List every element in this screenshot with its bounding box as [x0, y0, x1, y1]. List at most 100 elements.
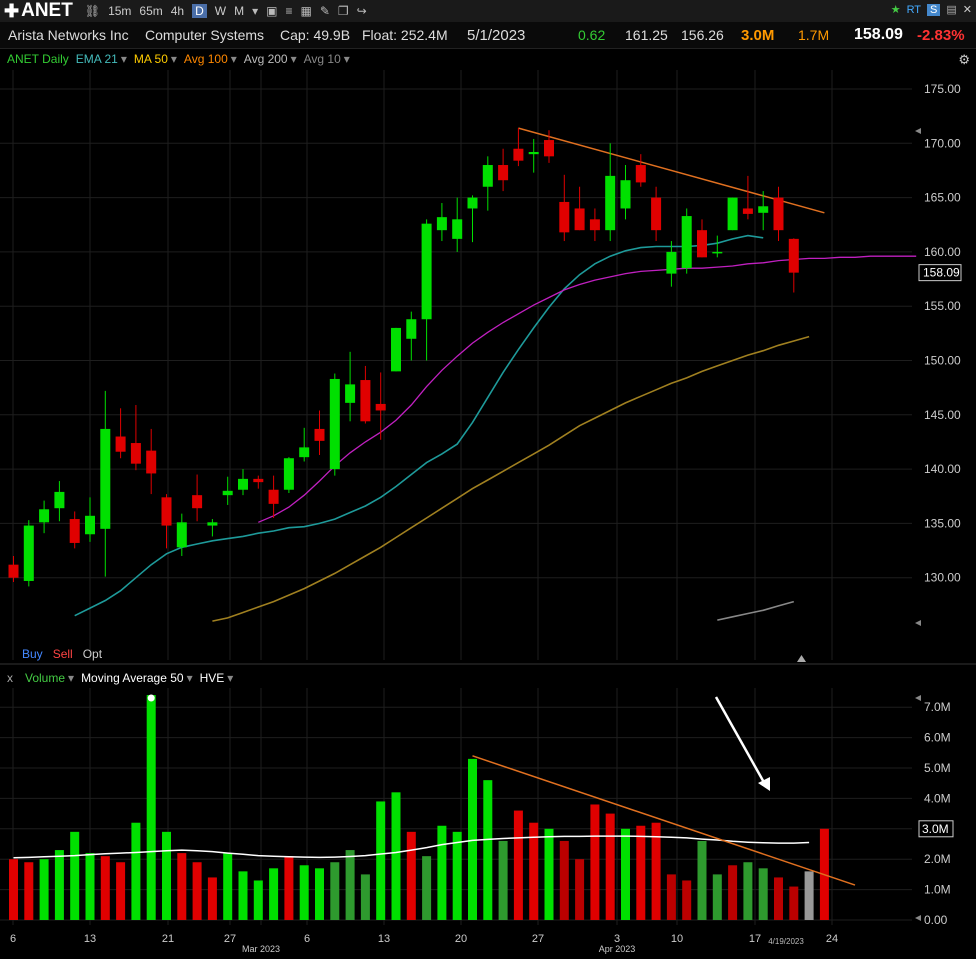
chevron-down-icon[interactable]: ▾	[227, 671, 234, 685]
add-symbol-icon[interactable]: ✚	[4, 0, 20, 21]
company-name: Arista Networks Inc	[8, 27, 129, 43]
volume-bar	[743, 862, 753, 920]
interval-15m[interactable]: 15m	[108, 4, 132, 18]
annotation-arrowhead	[758, 777, 770, 791]
interval-daily[interactable]: D	[192, 4, 207, 18]
volume-study[interactable]: Volume	[25, 671, 66, 685]
volume-bar	[666, 874, 676, 920]
chevron-down-icon[interactable]: ▾	[230, 52, 237, 66]
candle-body	[605, 175, 616, 231]
float: Float: 252.4M	[362, 27, 448, 43]
save-icon[interactable]: ▤	[946, 4, 957, 16]
candle-body	[727, 197, 738, 231]
volume-bar	[131, 822, 141, 920]
chevron-down-icon[interactable]: ▾	[290, 52, 297, 66]
chevron-down-icon[interactable]: ▾	[68, 671, 75, 685]
layers-icon[interactable]: ❐	[337, 4, 349, 18]
volume: 3.0M	[741, 26, 775, 44]
order-buttons: Buy Sell Opt	[22, 647, 102, 661]
volume-bar	[636, 825, 646, 920]
interval-4h[interactable]: 4h	[170, 4, 185, 18]
study-ema21[interactable]: EMA 21	[75, 52, 118, 66]
price-tick-label: 135.00	[924, 516, 961, 530]
candle-body	[238, 478, 248, 490]
study-avg200[interactable]: Avg 200	[243, 52, 288, 66]
candle-body	[651, 197, 662, 231]
candle	[192, 474, 203, 522]
x-tick-label: Apr 2023	[599, 944, 636, 954]
chevron-down-icon[interactable]: ▾	[170, 52, 177, 66]
volume-tick-label: 7.0M	[924, 700, 951, 714]
volume-trendline	[472, 755, 856, 886]
price-tick-label: 160.00	[924, 245, 961, 259]
scroll-up-icon[interactable]	[797, 655, 806, 662]
candle-body	[498, 165, 509, 181]
chevron-down-icon[interactable]: ▾	[186, 671, 193, 685]
price-tick-label: 145.00	[924, 408, 961, 422]
settings-icon[interactable]: ⚙	[958, 52, 970, 67]
candle-body	[620, 180, 631, 209]
tc-icon[interactable]: ▣	[266, 4, 278, 18]
interval-weekly[interactable]: W	[214, 4, 227, 18]
rt-icon[interactable]: RT	[906, 3, 922, 16]
volume-ma-study[interactable]: Moving Average 50	[81, 671, 184, 685]
symbol-box[interactable]: ✚ ANET	[4, 0, 73, 22]
share-icon[interactable]: ↪	[356, 4, 367, 18]
study-avg100[interactable]: Avg 100	[183, 52, 228, 66]
interval-65m[interactable]: 65m	[139, 4, 163, 18]
pencil-icon[interactable]: ✎	[319, 4, 330, 18]
candle-body	[742, 208, 753, 214]
hve-study[interactable]: HVE	[199, 671, 225, 685]
candle-body	[161, 497, 172, 526]
x-tick-label: Mar 2023	[242, 944, 280, 954]
chevron-down-icon[interactable]: ▾	[343, 52, 350, 66]
price-tick-label: 175.00	[924, 82, 961, 96]
star-icon[interactable]: ★	[890, 4, 901, 16]
study-title[interactable]: ANET Daily	[7, 52, 69, 66]
sell-button[interactable]: Sell	[52, 647, 73, 661]
candle-body	[253, 478, 264, 483]
moving-average-lines	[74, 127, 917, 622]
candle	[253, 475, 264, 489]
study-ma50[interactable]: MA 50	[133, 52, 168, 66]
link-icon[interactable]: ⛓	[84, 4, 101, 18]
candle	[54, 481, 65, 522]
candle-body	[788, 238, 799, 273]
interval-monthly[interactable]: M	[234, 4, 245, 18]
menu-icon[interactable]: ≡	[285, 4, 293, 18]
volume-lines	[13, 755, 856, 886]
chevron-down-icon[interactable]: ▾	[120, 52, 127, 66]
volume-bar	[162, 831, 171, 920]
candle	[482, 156, 493, 211]
last-price-label: 158.09	[923, 266, 960, 280]
symbol-label[interactable]: ANET	[21, 0, 73, 21]
candle	[498, 148, 509, 192]
study-avg10[interactable]: Avg 10	[303, 52, 341, 66]
volume-bar	[804, 871, 814, 920]
volume-bar	[682, 880, 692, 920]
candle-body	[513, 148, 524, 161]
dropdown-icon[interactable]: ▾	[252, 4, 259, 18]
volume-bar	[24, 862, 34, 920]
volume-bar	[238, 871, 248, 920]
volume-bar	[207, 877, 217, 920]
candle-body	[85, 515, 95, 535]
volume-marker-icon	[915, 915, 921, 921]
candle	[681, 208, 692, 274]
options-button[interactable]: Opt	[82, 647, 103, 661]
close-icon[interactable]: ✕	[962, 4, 972, 16]
s-icon[interactable]: S	[927, 3, 941, 16]
volume-bar	[728, 865, 738, 920]
candle-body	[421, 223, 432, 320]
x-tick-label: 20	[455, 933, 467, 945]
buy-button[interactable]: Buy	[22, 647, 43, 661]
volume-legend: x Volume ▾ Moving Average 50 ▾ HVE ▾	[0, 669, 233, 687]
candle	[345, 351, 356, 422]
close-icon[interactable]: x	[7, 671, 13, 685]
candle-body	[467, 197, 478, 209]
right-toolbar: ★ RT S ▤ ✕	[891, 3, 972, 16]
candle	[176, 513, 187, 556]
calculator-icon[interactable]: ▦	[300, 4, 312, 18]
candle-body	[69, 519, 80, 543]
